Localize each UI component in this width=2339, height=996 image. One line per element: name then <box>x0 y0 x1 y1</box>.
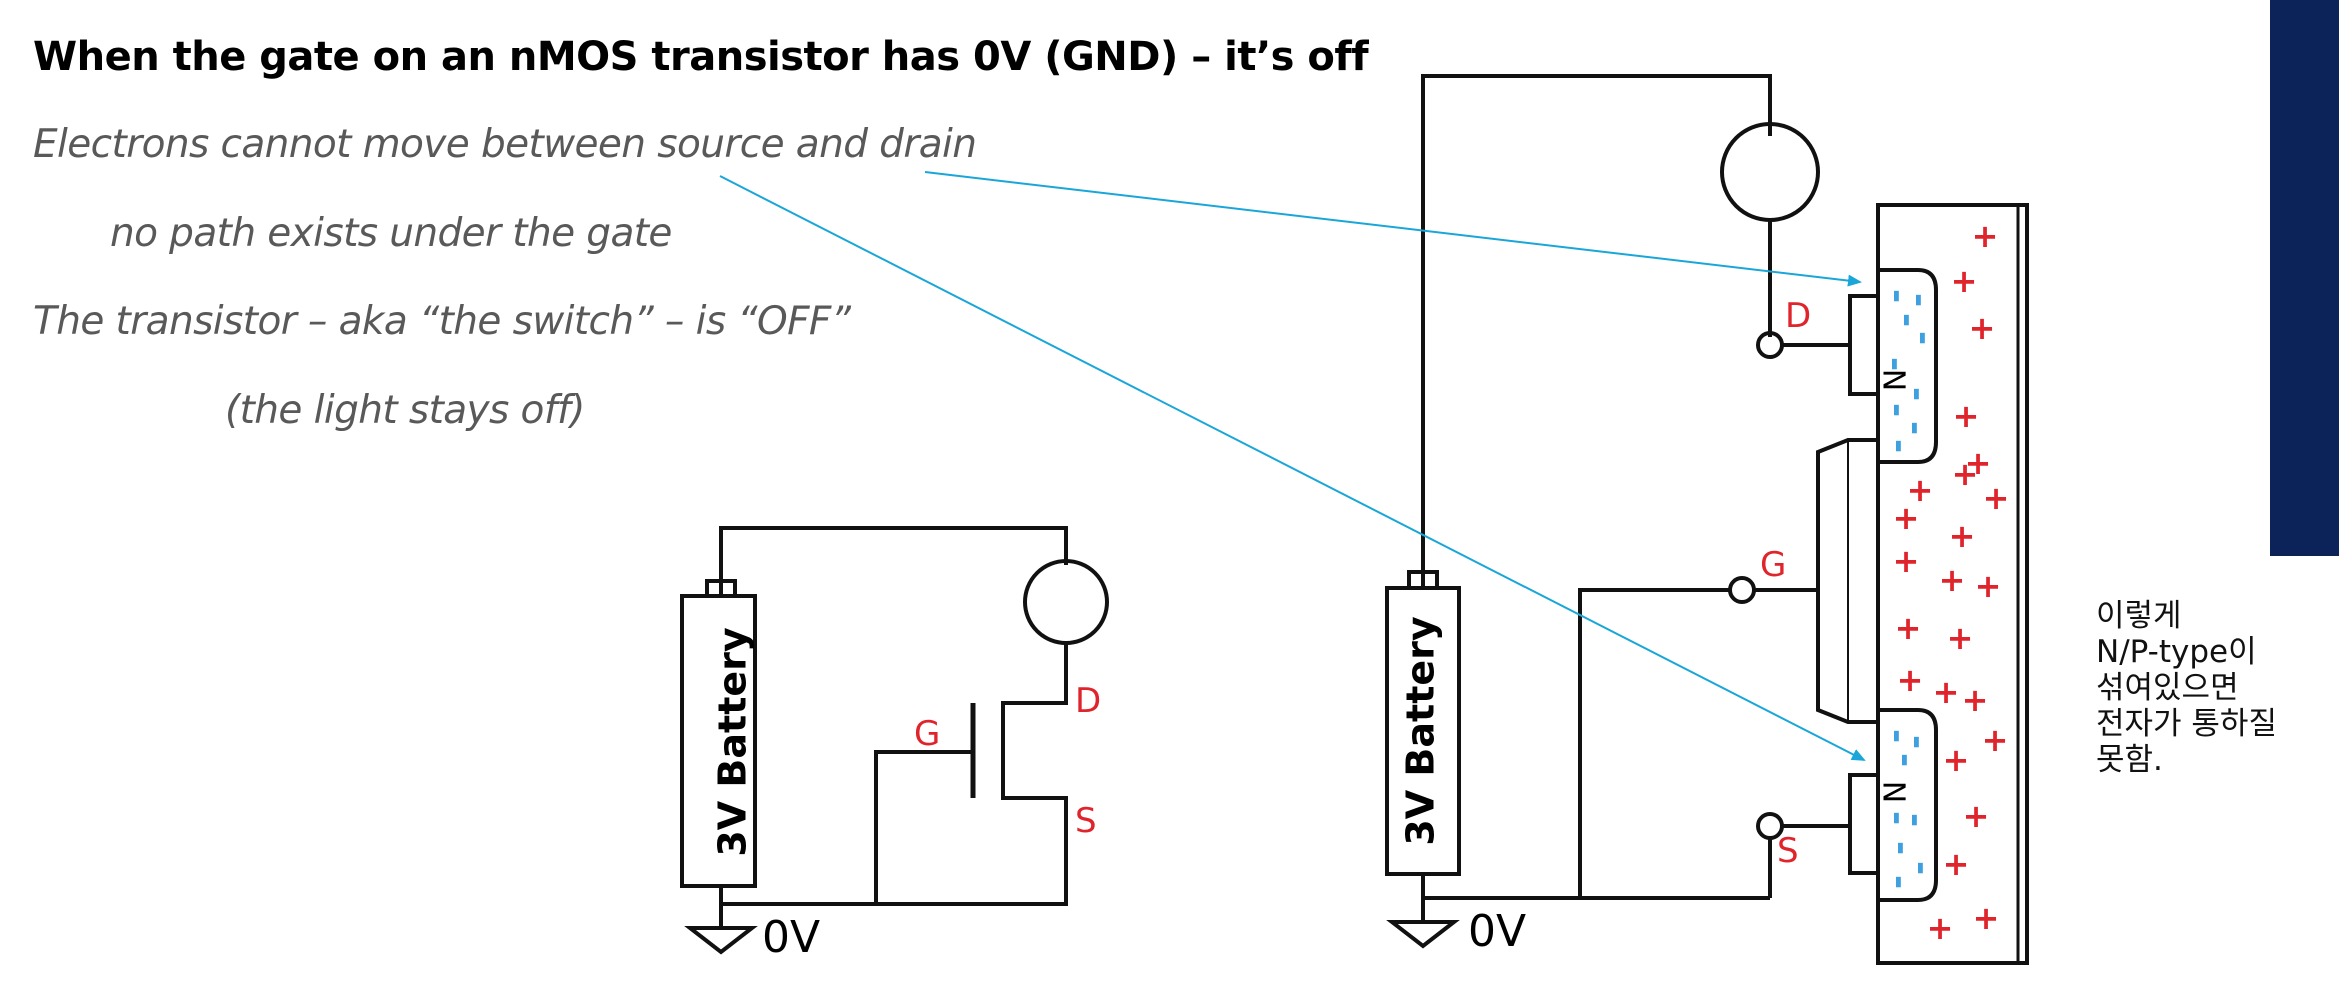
device-ground-symbol <box>1386 920 1460 949</box>
bullet-electrons: Electrons cannot move between source and… <box>33 122 977 167</box>
schematic-bulb <box>1023 559 1109 645</box>
device-drain-terminal <box>1756 331 1784 359</box>
device-bottom-wire <box>1421 874 1770 900</box>
hole-plus-mark: + <box>1982 721 2009 759</box>
electron-minus-mark: - <box>1882 841 1922 855</box>
device-circuit <box>1385 74 1850 949</box>
schematic-ground-symbol <box>684 926 758 955</box>
electron-minus-mark: - <box>1888 313 1928 327</box>
hole-plus-mark: + <box>1907 471 1934 509</box>
n-label-source: N <box>1876 781 1911 803</box>
schematic-ground-label: 0V <box>762 912 820 963</box>
device-top-wire <box>1421 74 1772 588</box>
n-region-source <box>1876 708 1938 902</box>
hole-plus-mark: + <box>1953 397 1980 435</box>
device-ground-label: 0V <box>1468 906 1526 957</box>
hole-plus-mark: + <box>1895 609 1922 647</box>
arrow-to-drain-region <box>924 171 1862 287</box>
hole-plus-mark: + <box>1973 899 2000 937</box>
schematic-drain-label: D <box>1075 681 1101 721</box>
hole-plus-mark: + <box>1963 797 1990 835</box>
hole-plus-mark: + <box>1983 479 2010 517</box>
electron-minus-mark: - <box>1878 729 1918 743</box>
electron-minus-mark: - <box>1878 811 1918 825</box>
electron-minus-mark: - <box>1902 861 1942 875</box>
n-label-drain: N <box>1876 369 1911 391</box>
drain-contact <box>1848 294 1880 396</box>
n-region-drain <box>1876 268 1938 464</box>
schematic-circuit <box>680 526 1109 955</box>
bullet-no-path: no path exists under the gate <box>110 211 672 256</box>
electron-minus-mark: - <box>1880 875 1920 889</box>
hole-plus-mark: + <box>1939 561 1966 599</box>
hole-plus-mark: + <box>1943 845 1970 883</box>
source-contact <box>1848 773 1880 875</box>
hole-plus-mark: + <box>1893 542 1920 580</box>
hole-plus-mark: + <box>1969 309 1996 347</box>
electron-minus-mark: - <box>1876 357 1916 371</box>
korean-note: 이렇게 N/P-type이 섞여있으면 전자가 통하질 못함. <box>2096 598 2277 778</box>
electron-marks: ----------------- <box>1876 289 1944 889</box>
electron-minus-mark: - <box>1878 403 1918 417</box>
hole-plus-mark: + <box>1927 909 1954 947</box>
nmos-body <box>1816 203 2029 965</box>
hole-plus-mark: + <box>1972 217 1999 255</box>
note-line: 전자가 통하질 <box>2096 706 2277 742</box>
note-line: 섞여있으면 <box>2096 670 2239 706</box>
bullet-light-off: (the light stays off) <box>225 388 585 433</box>
accent-bar <box>2270 0 2339 556</box>
hole-plus-mark: + <box>1893 499 1920 537</box>
electron-minus-mark: - <box>1898 387 1938 401</box>
hole-plus-mark: + <box>1952 455 1979 493</box>
device-drain-label: D <box>1785 296 1811 336</box>
schematic-top-wire <box>719 526 1068 596</box>
schematic-battery <box>680 594 757 888</box>
bullet-switch-off: The transistor – aka “the switch” – is “… <box>33 299 851 344</box>
schematic-channel-wire <box>1001 643 1068 868</box>
hole-plus-mark: + <box>1949 517 1976 555</box>
schematic-bottom-wire <box>719 868 1068 906</box>
hole-plus-mark: + <box>1933 673 1960 711</box>
schematic-gate-wire <box>874 750 973 904</box>
device-battery-label: 3V Battery <box>1399 616 1443 846</box>
hole-plus-mark: + <box>1962 681 1989 719</box>
hole-plus-mark: + <box>1965 444 1992 482</box>
device-bulb <box>1720 122 1820 222</box>
note-line: N/P-type이 <box>2096 634 2257 670</box>
electron-minus-mark: - <box>1896 421 1936 435</box>
electron-minus-mark: - <box>1900 293 1940 307</box>
hole-plus-mark: + <box>1951 262 1978 300</box>
note-line: 이렇게 <box>2096 598 2182 634</box>
electron-minus-mark: - <box>1904 331 1944 345</box>
schematic-gate-label: G <box>914 714 940 754</box>
electron-minus-mark: - <box>1898 735 1938 749</box>
device-gate-label: G <box>1760 545 1786 585</box>
hole-plus-mark: + <box>1897 661 1924 699</box>
hole-plus-mark: + <box>1943 741 1970 779</box>
device-source-label: S <box>1777 831 1799 871</box>
electron-minus-mark: - <box>1896 813 1936 827</box>
schematic-source-label: S <box>1075 801 1097 841</box>
hole-marks: ++++++ +++ ++ + ++ ++ + ++++++ + <box>1893 217 2010 947</box>
hole-plus-mark: + <box>1975 567 2002 605</box>
electron-minus-mark: - <box>1880 439 1920 453</box>
slide-title: When the gate on an nMOS transistor has … <box>33 34 1369 80</box>
hole-plus-mark: + <box>1947 619 1974 657</box>
note-line: 못함. <box>2096 742 2163 778</box>
electron-minus-mark: - <box>1878 289 1918 303</box>
device-gate-wire <box>1578 588 1730 898</box>
schematic-battery-label: 3V Battery <box>711 627 755 857</box>
device-gate-terminal <box>1728 576 1756 604</box>
electron-minus-mark: - <box>1886 753 1926 767</box>
arrow-to-source-region <box>719 175 1866 761</box>
